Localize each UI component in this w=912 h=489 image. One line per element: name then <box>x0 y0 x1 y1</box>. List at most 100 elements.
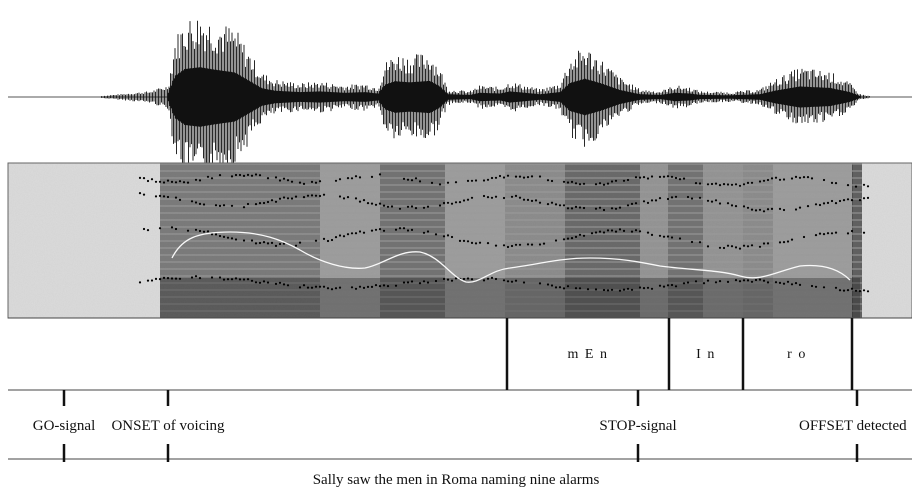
formant-dot <box>866 196 870 199</box>
formant-dot <box>746 279 750 282</box>
formant-dot <box>842 289 846 292</box>
formant-dot <box>658 175 662 178</box>
formant-dot <box>138 281 142 284</box>
formant-dot <box>346 233 350 236</box>
formant-dot <box>226 236 230 239</box>
formant-dot <box>490 196 494 199</box>
formant-dot <box>182 181 186 184</box>
formant-dot <box>518 196 522 199</box>
formant-dot <box>154 180 158 183</box>
formant-dot <box>854 289 858 292</box>
formant-dot <box>634 202 638 205</box>
formant-dot <box>550 201 554 204</box>
formant-dot <box>738 280 742 283</box>
formant-dot <box>254 281 258 284</box>
formant-dot <box>594 288 598 291</box>
formant-dot <box>366 202 370 205</box>
formant-dot <box>638 176 642 179</box>
formant-dot <box>446 181 450 184</box>
formant-dot <box>862 183 866 186</box>
formant-dot <box>574 205 578 208</box>
formant-dot <box>726 202 730 205</box>
formant-dot <box>734 279 738 282</box>
formant-dot <box>754 278 758 282</box>
formant-dot <box>698 241 702 244</box>
waveform-core <box>167 67 861 127</box>
formant-dot <box>258 281 262 284</box>
formant-dot <box>386 205 390 208</box>
formant-dot <box>594 207 598 210</box>
formant-dot <box>610 229 614 232</box>
formant-dot <box>770 207 774 210</box>
formant-dot <box>202 230 206 233</box>
formant-dot <box>358 176 362 179</box>
formant-dot <box>546 179 550 182</box>
formant-dot <box>158 194 162 197</box>
formant-dot <box>602 231 606 234</box>
formant-dot <box>410 228 414 231</box>
formant-dot <box>522 176 526 179</box>
formant-dot <box>266 242 270 245</box>
formant-dot <box>678 237 682 240</box>
formant-dot <box>610 180 614 183</box>
formant-dot <box>370 229 374 232</box>
formant-dot <box>694 182 698 185</box>
formant-dot <box>606 229 610 232</box>
formant-dot <box>638 230 642 233</box>
formant-dot <box>190 276 194 279</box>
formant-dot <box>402 281 406 284</box>
formant-dot <box>406 281 410 284</box>
formant-dot <box>622 229 626 232</box>
formant-dot <box>642 287 646 290</box>
formant-dot <box>434 279 438 283</box>
formant-dot <box>522 198 526 201</box>
formant-dot <box>726 244 730 247</box>
formant-dot <box>670 283 674 287</box>
formant-dot <box>386 285 390 288</box>
formant-dot <box>622 179 626 182</box>
formant-dot <box>498 174 502 178</box>
formant-dot <box>714 182 718 185</box>
formant-dot <box>310 180 314 183</box>
formant-dot <box>194 275 198 278</box>
formant-dot <box>318 194 322 198</box>
formant-dot <box>222 204 226 207</box>
formant-dot <box>742 205 746 208</box>
formant-dot <box>370 202 374 205</box>
formant-dot <box>186 229 190 232</box>
formant-dot <box>798 283 802 286</box>
formant-dot <box>670 196 674 199</box>
formant-dot <box>250 279 254 282</box>
formant-dot <box>482 179 486 182</box>
formant-dot <box>818 203 822 207</box>
segment-label-ro: r o <box>787 347 807 362</box>
formant-dot <box>298 286 302 289</box>
onset-of-voicing-label: ONSET of voicing <box>111 418 225 434</box>
formant-dot <box>218 234 222 238</box>
formant-dot <box>514 175 518 178</box>
formant-dot <box>278 179 282 182</box>
formant-dot <box>178 277 182 280</box>
formant-dot <box>442 201 446 205</box>
formant-dot <box>330 238 334 242</box>
formant-dot <box>218 276 222 279</box>
formant-dot <box>158 278 162 281</box>
formant-dot <box>446 278 450 281</box>
formant-dot <box>778 241 782 244</box>
sentence-caption: Sally saw the men in Roma naming nine al… <box>313 472 600 488</box>
formant-dot <box>302 284 306 287</box>
formant-dot <box>282 177 286 180</box>
formant-dot <box>274 176 278 179</box>
formant-dot <box>310 286 314 289</box>
offset-detected-label: OFFSET detected <box>799 418 907 434</box>
formant-dot <box>450 235 454 239</box>
formant-dot <box>578 206 582 209</box>
formant-dot <box>794 282 798 285</box>
spectrogram-harmonics <box>445 163 505 318</box>
formant-dot <box>186 181 190 184</box>
formant-dot <box>546 283 550 286</box>
formant-dot <box>766 178 770 182</box>
formant-dot <box>470 179 474 182</box>
formant-dot <box>166 179 170 182</box>
